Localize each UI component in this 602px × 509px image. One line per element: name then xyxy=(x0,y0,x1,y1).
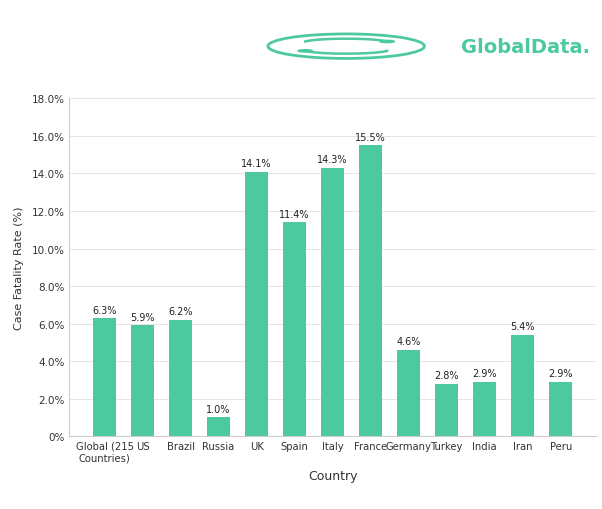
Text: 14.3%: 14.3% xyxy=(317,155,348,165)
Bar xyxy=(473,382,496,436)
Text: 6.2%: 6.2% xyxy=(169,307,193,317)
Bar xyxy=(169,320,192,436)
Text: 14.1%: 14.1% xyxy=(241,159,272,169)
Text: Source: GlobalData: Source: GlobalData xyxy=(12,478,172,493)
Bar xyxy=(131,326,154,436)
Text: GlobalData.: GlobalData. xyxy=(461,38,590,56)
X-axis label: Country: Country xyxy=(308,470,358,483)
Text: 4.6%: 4.6% xyxy=(397,337,421,347)
Bar xyxy=(93,318,116,436)
Text: 5.4%: 5.4% xyxy=(510,322,535,332)
Bar xyxy=(397,350,420,436)
Circle shape xyxy=(380,41,394,44)
Text: 15.5%: 15.5% xyxy=(355,133,386,143)
Text: 2.9%: 2.9% xyxy=(473,369,497,379)
Bar xyxy=(245,172,268,436)
Bar xyxy=(359,146,382,436)
Bar xyxy=(435,384,458,436)
Text: 2.8%: 2.8% xyxy=(435,371,459,380)
Text: 2.9%: 2.9% xyxy=(548,369,573,379)
Bar xyxy=(511,335,534,436)
Text: 1.0%: 1.0% xyxy=(206,404,231,414)
Circle shape xyxy=(298,50,312,53)
Bar xyxy=(207,417,230,436)
Bar xyxy=(283,223,306,436)
Text: 11.4%: 11.4% xyxy=(279,210,310,219)
Y-axis label: Case Fatality Rate (%): Case Fatality Rate (%) xyxy=(14,206,25,329)
Text: COVID-19 Average Case Fatality
Rate (CFR) (%), 15 February to 25
May, 2020, All : COVID-19 Average Case Fatality Rate (CFR… xyxy=(12,18,256,67)
Bar xyxy=(549,382,572,436)
Text: 5.9%: 5.9% xyxy=(130,313,155,322)
Text: 6.3%: 6.3% xyxy=(92,305,117,315)
Bar xyxy=(321,168,344,436)
